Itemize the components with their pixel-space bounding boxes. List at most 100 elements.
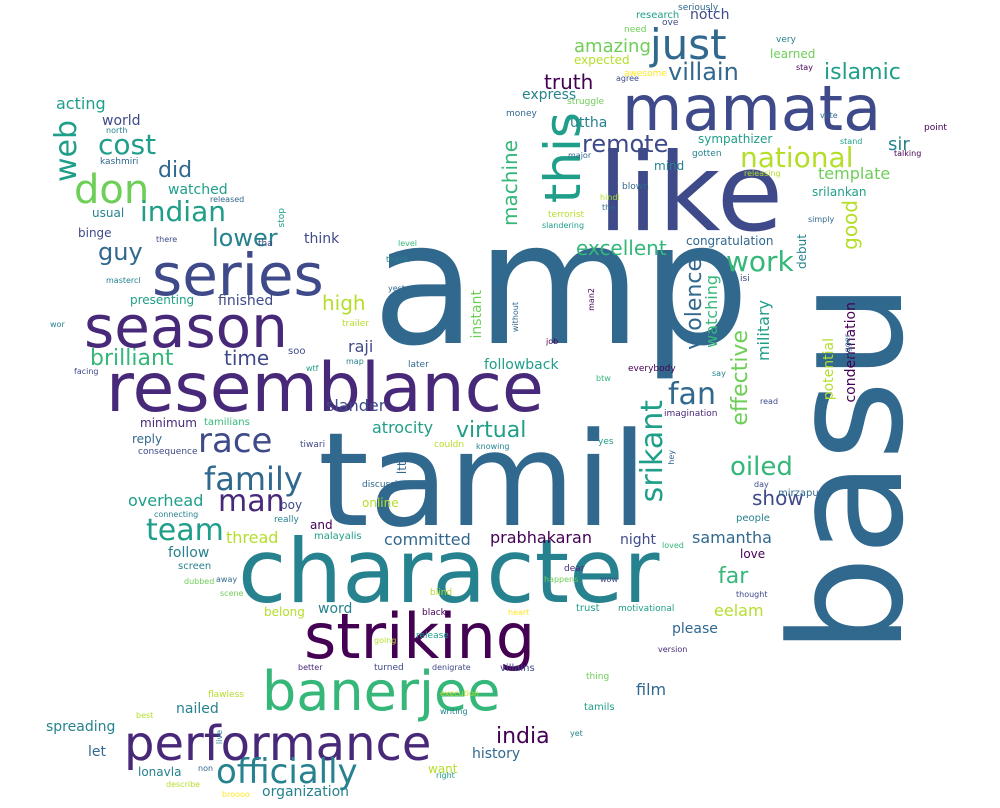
word-show: show	[752, 486, 804, 510]
word-bigger: bigger	[843, 334, 852, 360]
word-yet: yet	[570, 729, 583, 738]
word-web: web	[49, 120, 84, 183]
word-there: there	[156, 235, 178, 244]
word-loved: loved	[662, 541, 684, 550]
word-facing: facing	[74, 367, 99, 376]
word-ove: ove	[662, 18, 679, 28]
word-discussion: discussion	[362, 480, 409, 490]
word-character: character	[238, 520, 660, 623]
word-mind: mind	[654, 159, 685, 173]
word-point: point	[924, 123, 947, 133]
word-overhead: overhead	[128, 491, 204, 510]
word-blind: blind	[430, 588, 453, 598]
word-better: better	[298, 663, 323, 672]
word-trailer: trailer	[342, 319, 369, 329]
word-let: let	[88, 744, 106, 760]
word-mamata: mamata	[622, 72, 882, 145]
word-non: non	[198, 764, 214, 773]
word-excellent: excellent	[576, 236, 667, 260]
word-history: history	[472, 746, 521, 762]
word-please: please	[672, 621, 718, 637]
word-express: express	[522, 87, 577, 103]
word-read: read	[760, 397, 779, 406]
word-execution: execution	[440, 689, 479, 698]
word-follow: follow	[168, 545, 210, 561]
word-high: high	[322, 291, 366, 315]
word-money: money	[506, 109, 537, 119]
word-villains: villains	[500, 663, 535, 674]
word-people: people	[736, 513, 770, 524]
word-soo: soo	[288, 346, 306, 357]
word-instant: instant	[469, 290, 485, 339]
word-presenting: presenting	[130, 293, 195, 307]
word-imagination: imagination	[664, 409, 718, 419]
word-man2: man2	[587, 288, 596, 311]
word-congratulation: congratulation	[686, 234, 774, 248]
word-usual: usual	[92, 206, 125, 220]
word-simply: simply	[808, 215, 835, 224]
word-thought: thought	[736, 590, 768, 599]
word-night: night	[620, 532, 657, 548]
word-terrorist: terrorist	[548, 210, 585, 220]
word-tamils: tamils	[584, 702, 615, 713]
word-tiwari: tiwari	[300, 440, 326, 450]
word-film: film	[636, 680, 667, 699]
word-sir: sir	[888, 134, 910, 155]
word-binge: binge	[78, 226, 112, 240]
word-stand: stand	[840, 137, 863, 146]
word-raji: raji	[348, 337, 374, 356]
word-work: work	[726, 245, 794, 278]
word-screen: screen	[178, 561, 212, 572]
word-lower: lower	[212, 224, 278, 252]
word-hindi: hindi	[600, 193, 620, 202]
word-and: and	[310, 518, 333, 532]
word-agree: agree	[616, 74, 639, 83]
word-oiled: oiled	[730, 452, 793, 482]
word-tamilians: tamilians	[204, 417, 250, 428]
word-potential: potential	[821, 338, 837, 401]
word-slander: slander	[326, 396, 386, 415]
word-isi: isi	[740, 274, 750, 284]
word-job: job	[546, 337, 559, 346]
word-like: like	[598, 131, 784, 256]
word-describe: describe	[166, 780, 201, 789]
word-learned: learned	[770, 47, 816, 61]
word-reply: reply	[132, 432, 163, 446]
word-release: release	[416, 631, 449, 641]
word-writing: writing	[440, 707, 468, 716]
word-prabhakaran: prabhakaran	[490, 528, 592, 547]
word-releasing: releasing	[744, 169, 781, 178]
word-samantha: samantha	[692, 528, 772, 547]
word-without: without	[511, 302, 520, 333]
word-guy: guy	[98, 238, 143, 266]
word-love: love	[740, 547, 766, 561]
word-sympathizer: sympathizer	[698, 132, 773, 146]
word-away: away	[216, 575, 238, 584]
word-gotten: gotten	[692, 149, 722, 159]
word-india: india	[496, 724, 550, 749]
word-yes: yes	[598, 437, 614, 447]
word-research: research	[636, 10, 680, 21]
word-consequence: consequence	[138, 447, 198, 457]
word-turned: turned	[374, 663, 404, 673]
word-expected: expected	[574, 53, 630, 67]
word-acting: acting	[56, 94, 106, 113]
word-islamic: islamic	[824, 60, 901, 85]
word-notch: notch	[690, 7, 730, 23]
word-thank: thank	[386, 255, 409, 264]
word-best: best	[136, 711, 154, 720]
word-thing: thing	[586, 672, 610, 682]
word-awesome: awesome	[624, 69, 667, 79]
word-going: going	[374, 636, 397, 645]
word-everybody: everybody	[628, 364, 676, 374]
word-far: far	[718, 564, 749, 589]
word-flawless: flawless	[208, 690, 244, 700]
word-minimum: minimum	[140, 416, 197, 430]
word-truth: truth	[544, 70, 594, 94]
word-striking: striking	[304, 600, 536, 673]
word-connecting: connecting	[154, 510, 199, 519]
word-slandering: slandering	[542, 221, 585, 230]
word-effective: effective	[728, 330, 753, 426]
word-black: black	[422, 608, 446, 618]
word-couldn: couldn	[434, 440, 465, 450]
